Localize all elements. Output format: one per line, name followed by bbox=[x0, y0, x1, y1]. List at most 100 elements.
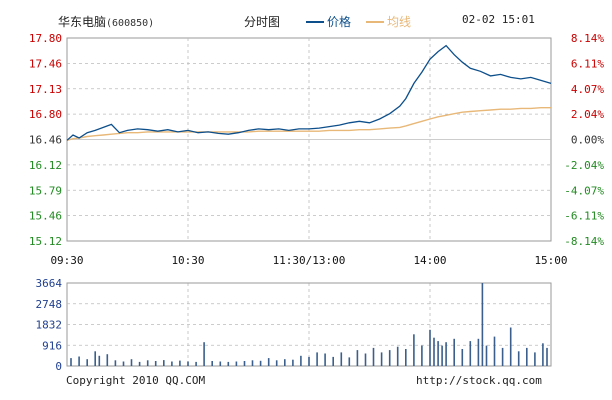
volume-bar bbox=[453, 338, 455, 366]
volume-bar bbox=[517, 351, 520, 366]
price-tick-label: 16.12 bbox=[29, 159, 62, 172]
volume-bar bbox=[292, 359, 294, 366]
pct-tick-label: -6.11% bbox=[564, 210, 604, 223]
stock-name: 华东电脑 bbox=[58, 15, 107, 29]
volume-bar bbox=[98, 355, 101, 366]
volume-bar bbox=[138, 361, 141, 366]
price-tick-label: 16.46 bbox=[29, 134, 62, 147]
volume-bar bbox=[481, 283, 484, 366]
volume-bar bbox=[267, 358, 270, 366]
volume-bar bbox=[388, 350, 391, 366]
volume-bar bbox=[372, 347, 375, 366]
volume-bar bbox=[324, 353, 326, 366]
volume-bar bbox=[469, 341, 472, 366]
volume-bar bbox=[364, 353, 367, 366]
datetime-stamp: 02-02 15:01 bbox=[462, 13, 535, 26]
volume-bar bbox=[433, 337, 435, 366]
volume-bar bbox=[300, 355, 302, 366]
volume-bar bbox=[493, 336, 496, 366]
volume-tick-label: 2748 bbox=[36, 298, 63, 311]
volume-bar bbox=[509, 327, 512, 366]
pct-tick-label: 0.00% bbox=[571, 134, 604, 147]
volume-bar bbox=[461, 349, 464, 366]
volume-bar bbox=[70, 358, 72, 366]
volume-tick-label: 0 bbox=[55, 360, 62, 373]
volume-bar bbox=[356, 350, 359, 366]
price-line-layer bbox=[66, 44, 552, 141]
volume-bar bbox=[122, 361, 125, 366]
volume-bar bbox=[437, 341, 439, 366]
price-tick-label: 16.80 bbox=[29, 108, 62, 121]
volume-bar bbox=[396, 346, 399, 366]
legend-price: 价格 bbox=[306, 13, 351, 30]
avg-line-swatch bbox=[366, 20, 384, 23]
volume-bar bbox=[211, 361, 213, 366]
volume-bar bbox=[163, 360, 165, 366]
volume-bar bbox=[445, 342, 447, 366]
volume-bar bbox=[542, 343, 544, 366]
volume-bar bbox=[94, 351, 96, 366]
volume-tick-label: 1832 bbox=[36, 319, 63, 332]
volume-bar bbox=[284, 359, 286, 366]
volume-bar bbox=[86, 359, 88, 366]
volume-bar bbox=[203, 342, 205, 366]
volume-bar bbox=[429, 329, 431, 366]
source-url[interactable]: http://stock.qq.com bbox=[416, 374, 542, 387]
time-tick-label: 10:30 bbox=[171, 254, 204, 267]
volume-bar bbox=[477, 338, 480, 366]
axis-labels: 17.80 8.14% 17.46 6.11% 17.13 4.07% 16.80 2.04%… bbox=[29, 32, 604, 373]
pct-tick-label: -2.04% bbox=[564, 159, 604, 172]
volume-bar bbox=[251, 360, 254, 366]
volume-bar bbox=[405, 349, 407, 366]
volume-tick-label: 3664 bbox=[36, 277, 63, 290]
pct-tick-label: -4.07% bbox=[564, 184, 604, 197]
volume-bar bbox=[441, 345, 443, 366]
avg-line-layer bbox=[66, 106, 551, 141]
price-line-swatch bbox=[306, 20, 324, 23]
price-tick-label: 15.46 bbox=[29, 210, 62, 223]
copyright-text: Copyright 2010 QQ.COM bbox=[66, 374, 206, 387]
volume-bar bbox=[421, 345, 423, 366]
volume-bar bbox=[114, 360, 117, 366]
pct-tick-label: 2.04% bbox=[571, 108, 604, 121]
stock-code: (600850) bbox=[106, 18, 155, 29]
volume-bar bbox=[106, 354, 109, 366]
volume-bar bbox=[78, 356, 80, 366]
volume-bar bbox=[501, 347, 504, 366]
volume-bar bbox=[154, 361, 157, 366]
legend-avg-label: 均线 bbox=[387, 15, 412, 29]
volume-bar bbox=[380, 352, 383, 366]
volume-bar bbox=[219, 361, 222, 366]
pct-tick-label: 4.07% bbox=[571, 83, 604, 96]
avg-line bbox=[66, 106, 551, 141]
pct-tick-label: 8.14% bbox=[571, 32, 604, 45]
legend-price-label: 价格 bbox=[327, 15, 352, 29]
price-grid bbox=[66, 37, 552, 242]
stock-title: 华东电脑(600850) bbox=[58, 13, 154, 30]
time-tick-label: 11:30/13:00 bbox=[273, 254, 346, 267]
volume-bar bbox=[243, 361, 246, 366]
volume-bar bbox=[227, 361, 230, 366]
pct-tick-label: -8.14% bbox=[564, 235, 604, 248]
pct-tick-label: 6.11% bbox=[571, 57, 604, 70]
volume-bar bbox=[235, 361, 238, 366]
price-tick-label: 15.12 bbox=[29, 235, 62, 248]
volume-bar bbox=[332, 356, 334, 366]
volume-bar bbox=[340, 352, 343, 366]
price-tick-label: 17.13 bbox=[29, 83, 62, 96]
time-tick-label: 15:00 bbox=[534, 254, 567, 267]
time-tick-label: 09:30 bbox=[50, 254, 83, 267]
volume-tick-label: 916 bbox=[42, 339, 62, 352]
volume-bar bbox=[187, 361, 189, 366]
price-tick-label: 15.79 bbox=[29, 184, 62, 197]
volume-bar bbox=[348, 357, 351, 366]
chart-type-label: 分时图 bbox=[244, 15, 281, 29]
volume-bar bbox=[534, 352, 536, 366]
volume-bar bbox=[526, 347, 528, 366]
price-line bbox=[66, 44, 552, 141]
legend-avg: 均线 bbox=[366, 13, 411, 30]
volume-bars bbox=[70, 283, 548, 366]
price-tick-label: 17.80 bbox=[29, 32, 62, 45]
volume-bar bbox=[259, 360, 262, 366]
